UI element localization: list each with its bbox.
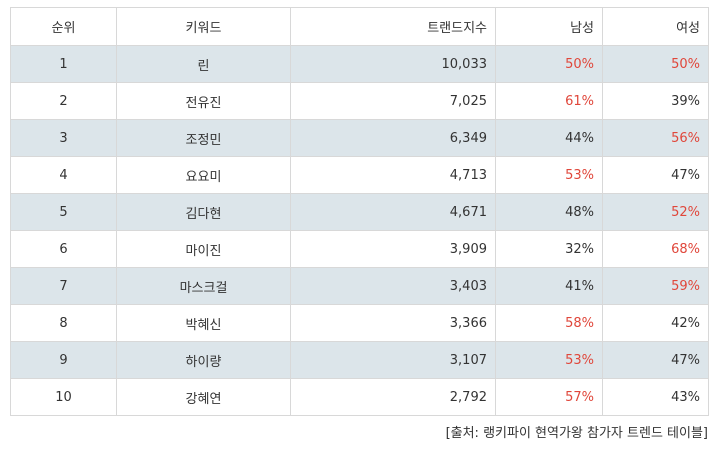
cell-rank: 7 [10,267,117,305]
table-row: 5 김다현 4,671 48% 52% [10,193,709,231]
cell-trend-index: 3,107 [290,341,496,379]
table-row: 7 마스크걸 3,403 41% 59% [10,267,709,305]
cell-trend-index: 3,909 [290,230,496,268]
cell-keyword: 마이진 [116,230,291,268]
cell-rank: 10 [10,378,117,416]
cell-female: 39% [602,82,709,120]
source-caption: [출처: 랭키파이 현역가왕 참가자 트렌드 테이블] [445,426,708,441]
cell-rank: 1 [10,45,117,83]
table-row: 9 하이량 3,107 53% 47% [10,341,709,379]
cell-female: 68% [602,230,709,268]
cell-trend-index: 2,792 [290,378,496,416]
cell-rank: 6 [10,230,117,268]
cell-trend-index: 3,366 [290,304,496,342]
cell-male: 44% [495,119,603,157]
cell-male: 32% [495,230,603,268]
cell-trend-index: 7,025 [290,82,496,120]
table-row: 2 전유진 7,025 61% 39% [10,82,709,120]
cell-rank: 5 [10,193,117,231]
cell-male: 48% [495,193,603,231]
cell-trend-index: 10,033 [290,45,496,83]
cell-male: 53% [495,341,603,379]
table-row: 6 마이진 3,909 32% 68% [10,230,709,268]
cell-female: 47% [602,341,709,379]
table-row: 8 박혜신 3,366 58% 42% [10,304,709,342]
cell-male: 53% [495,156,603,194]
cell-female: 50% [602,45,709,83]
cell-rank: 3 [10,119,117,157]
header-female: 여성 [602,7,709,46]
cell-rank: 2 [10,82,117,120]
cell-male: 41% [495,267,603,305]
trend-table: 순위 키워드 트랜드지수 남성 여성 1 린 10,033 50% 50% 2 … [10,7,709,416]
table-header-row: 순위 키워드 트랜드지수 남성 여성 [10,7,709,46]
cell-keyword: 김다현 [116,193,291,231]
table-row: 1 린 10,033 50% 50% [10,45,709,83]
cell-male: 57% [495,378,603,416]
cell-female: 47% [602,156,709,194]
cell-female: 59% [602,267,709,305]
cell-female: 52% [602,193,709,231]
cell-male: 58% [495,304,603,342]
header-rank: 순위 [10,7,117,46]
cell-female: 42% [602,304,709,342]
cell-keyword: 전유진 [116,82,291,120]
cell-trend-index: 6,349 [290,119,496,157]
cell-keyword: 린 [116,45,291,83]
header-male: 남성 [495,7,603,46]
cell-rank: 9 [10,341,117,379]
table-body: 1 린 10,033 50% 50% 2 전유진 7,025 61% 39% 3… [10,45,709,416]
cell-trend-index: 4,671 [290,193,496,231]
trend-table-container: 순위 키워드 트랜드지수 남성 여성 1 린 10,033 50% 50% 2 … [10,7,709,441]
header-trend-index: 트랜드지수 [290,7,496,46]
cell-male: 61% [495,82,603,120]
table-row: 10 강혜연 2,792 57% 43% [10,378,709,416]
cell-keyword: 강혜연 [116,378,291,416]
table-row: 4 요요미 4,713 53% 47% [10,156,709,194]
cell-keyword: 박혜신 [116,304,291,342]
cell-trend-index: 3,403 [290,267,496,305]
cell-rank: 8 [10,304,117,342]
cell-rank: 4 [10,156,117,194]
cell-male: 50% [495,45,603,83]
cell-female: 56% [602,119,709,157]
cell-keyword: 마스크걸 [116,267,291,305]
cell-trend-index: 4,713 [290,156,496,194]
cell-keyword: 요요미 [116,156,291,194]
cell-female: 43% [602,378,709,416]
cell-keyword: 하이량 [116,341,291,379]
cell-keyword: 조정민 [116,119,291,157]
table-row: 3 조정민 6,349 44% 56% [10,119,709,157]
header-keyword: 키워드 [116,7,291,46]
